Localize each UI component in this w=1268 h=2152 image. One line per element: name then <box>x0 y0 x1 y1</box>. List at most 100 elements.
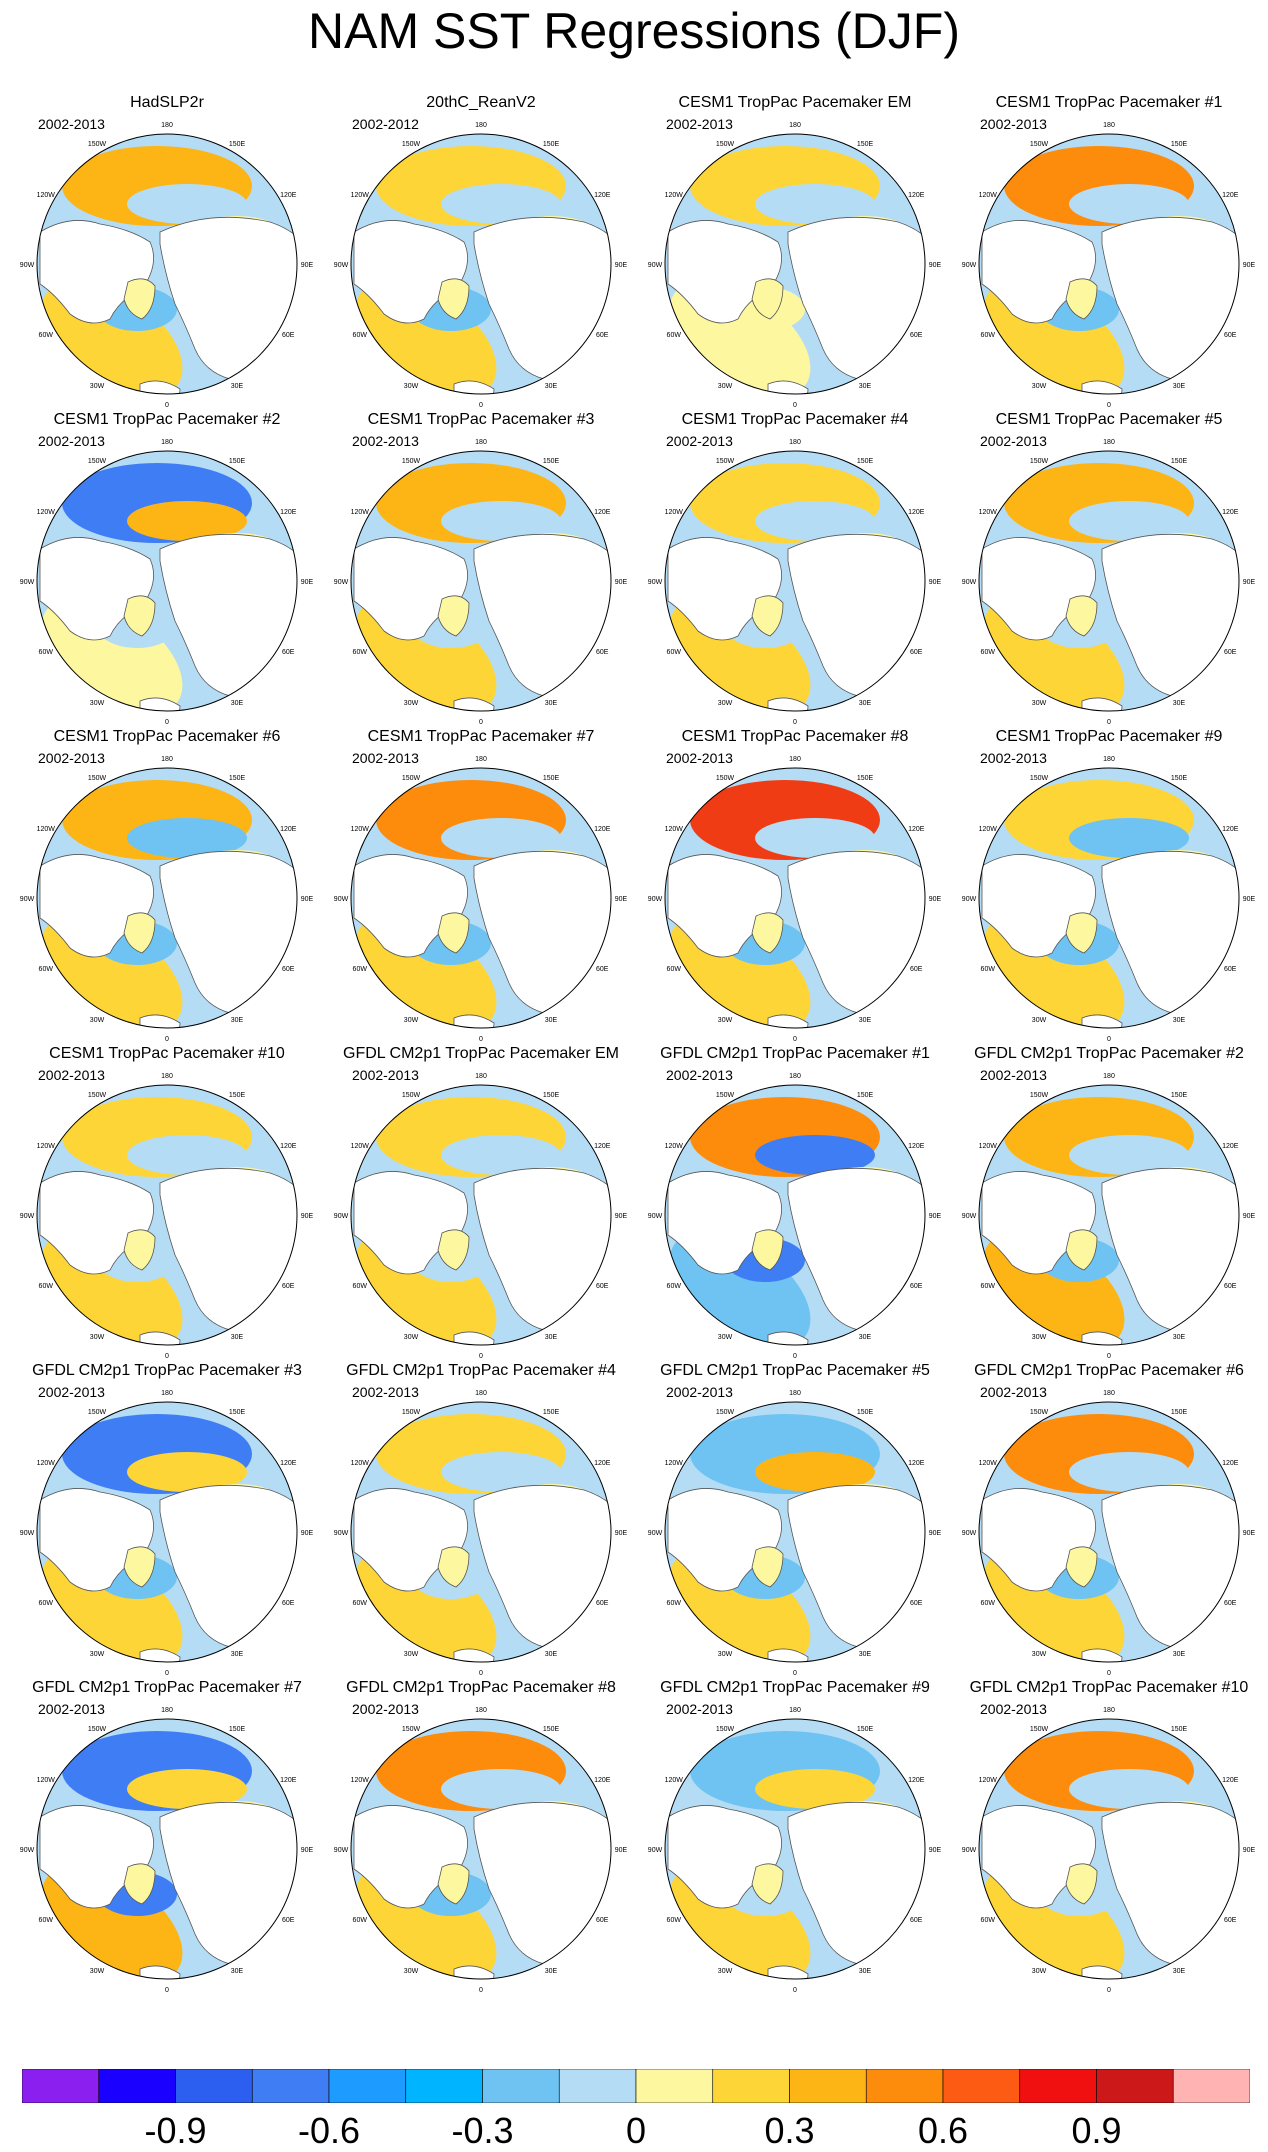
north-pacific-anomaly <box>755 1452 875 1492</box>
longitude-label: 90E <box>301 1530 314 1537</box>
longitude-label: 120W <box>37 1777 56 1784</box>
arctic-island <box>437 278 470 320</box>
panel-period: 2002-2013 <box>352 433 419 449</box>
longitude-label: 90E <box>929 1847 942 1854</box>
longitude-label: 30W <box>718 1334 733 1341</box>
north-pacific-anomaly <box>441 818 561 858</box>
longitude-label: 60E <box>910 966 923 973</box>
longitude-label: 120E <box>594 509 611 516</box>
north-pacific-anomaly <box>1069 818 1189 858</box>
colorbar-segment <box>482 2069 560 2103</box>
longitude-label: 180 <box>475 439 487 446</box>
arctic-island <box>123 278 156 320</box>
longitude-label: 150E <box>543 141 560 148</box>
panel-period: 2002-2013 <box>38 1384 105 1400</box>
colorbar-segment <box>175 2069 253 2103</box>
longitude-label: 150E <box>1171 141 1188 148</box>
panel-title: CESM1 TropPac Pacemaker #2 <box>53 411 281 428</box>
longitude-label: 150E <box>857 1409 874 1416</box>
longitude-label: 150W <box>716 1092 735 1099</box>
longitude-label: 60E <box>596 1283 609 1290</box>
north-pacific-anomaly <box>127 818 247 858</box>
panel-period: 2002-2013 <box>352 1701 419 1717</box>
longitude-label: 180 <box>789 756 801 763</box>
map-panel: GFDL CM2p1 TropPac Pacemaker EM 180 150E 12… <box>324 1045 638 1365</box>
longitude-label: 90W <box>334 1530 349 1537</box>
panel-period: 2002-2013 <box>980 116 1047 132</box>
map-panel: 20thC_ReanV2 180 150E 120E 90E 60E 30E 0 30W 60W 9… <box>324 94 638 414</box>
arctic-island <box>751 1546 784 1588</box>
longitude-label: 30E <box>859 1651 872 1658</box>
africa-land <box>453 1648 495 1662</box>
polar-map: 180 150E 120E 90E 60E 30E 0 30W 60W 90W 120W 150W <box>20 1390 314 1677</box>
longitude-label: 150W <box>88 458 107 465</box>
polar-map: 180 150E 120E 90E 60E 30E 0 30W 60W 90W 120W 150W <box>334 756 628 1043</box>
panel-title: GFDL CM2p1 TropPac Pacemaker #2 <box>974 1045 1244 1062</box>
polar-map: 180 150E 120E 90E 60E 30E 0 30W 60W 90W 120W 150W <box>334 1707 628 1994</box>
longitude-label: 30W <box>90 383 105 390</box>
panel-title: GFDL CM2p1 TropPac Pacemaker #4 <box>346 1362 616 1379</box>
longitude-label: 120E <box>1222 826 1239 833</box>
panel-title: CESM1 TropPac Pacemaker #4 <box>681 411 909 428</box>
longitude-label: 30E <box>231 1334 244 1341</box>
longitude-label: 180 <box>789 122 801 129</box>
panel-period: 2002-2013 <box>666 116 733 132</box>
panel-period: 2002-2013 <box>38 750 105 766</box>
map-border <box>978 767 1240 1029</box>
map-panel: GFDL CM2p1 TropPac Pacemaker #10 180 150E 1… <box>952 1679 1266 1999</box>
longitude-label: 30W <box>404 383 419 390</box>
polar-map: 180 150E 120E 90E 60E 30E 0 30W 60W 90W 120W 150W <box>648 122 942 409</box>
map-border <box>978 133 1240 395</box>
longitude-label: 120W <box>37 509 56 516</box>
africa-land <box>1081 1014 1123 1028</box>
longitude-label: 90W <box>20 1847 35 1854</box>
colorbar-segment <box>1019 2069 1097 2103</box>
longitude-label: 30E <box>1173 1017 1186 1024</box>
map-border <box>664 450 926 712</box>
longitude-label: 120E <box>280 509 297 516</box>
polar-map: 180 150E 120E 90E 60E 30E 0 30W 60W 90W 120W 150W <box>334 122 628 409</box>
colorbar-segment <box>1172 2069 1250 2103</box>
longitude-label: 150E <box>543 1726 560 1733</box>
longitude-label: 30W <box>1032 1017 1047 1024</box>
panel-title: GFDL CM2p1 TropPac Pacemaker #7 <box>32 1679 302 1696</box>
north-pacific-anomaly <box>127 184 247 224</box>
longitude-label: 150W <box>1030 775 1049 782</box>
colorbar-tick: -0.6 <box>297 2110 361 2151</box>
longitude-label: 150W <box>402 1726 421 1733</box>
longitude-label: 150W <box>88 775 107 782</box>
colorbar-segment <box>942 2069 1021 2103</box>
longitude-label: 120W <box>665 826 684 833</box>
longitude-label: 60W <box>39 1600 54 1607</box>
map-border <box>36 1084 298 1346</box>
longitude-label: 90W <box>648 1847 663 1854</box>
longitude-label: 30W <box>90 1334 105 1341</box>
longitude-label: 30E <box>545 1017 558 1024</box>
longitude-label: 150E <box>1171 775 1188 782</box>
longitude-label: 180 <box>161 1390 173 1397</box>
longitude-label: 30E <box>859 1968 872 1975</box>
longitude-label: 120E <box>594 192 611 199</box>
longitude-label: 90W <box>648 896 663 903</box>
colorbar-segment <box>789 2069 867 2103</box>
map-border <box>350 767 612 1029</box>
longitude-label: 150E <box>229 1409 246 1416</box>
longitude-label: 150E <box>229 141 246 148</box>
polar-map: 180 150E 120E 90E 60E 30E 0 30W 60W 90W 120W 150W <box>962 1707 1256 1994</box>
longitude-label: 0 <box>793 1670 797 1677</box>
longitude-label: 120W <box>665 1143 684 1150</box>
longitude-label: 180 <box>1103 1073 1115 1080</box>
longitude-label: 30E <box>859 1334 872 1341</box>
longitude-label: 90W <box>334 579 349 586</box>
polar-map: 180 150E 120E 90E 60E 30E 0 30W 60W 90W 120W 150W <box>962 439 1256 726</box>
longitude-label: 0 <box>1107 1670 1111 1677</box>
longitude-label: 60E <box>1224 1917 1237 1924</box>
longitude-label: 90W <box>334 262 349 269</box>
longitude-label: 60W <box>667 1917 682 1924</box>
map-border <box>350 133 612 395</box>
africa-land <box>453 1014 495 1028</box>
longitude-label: 120E <box>1222 1777 1239 1784</box>
longitude-label: 180 <box>1103 756 1115 763</box>
longitude-label: 90E <box>1243 1213 1256 1220</box>
africa-land <box>1081 1331 1123 1345</box>
